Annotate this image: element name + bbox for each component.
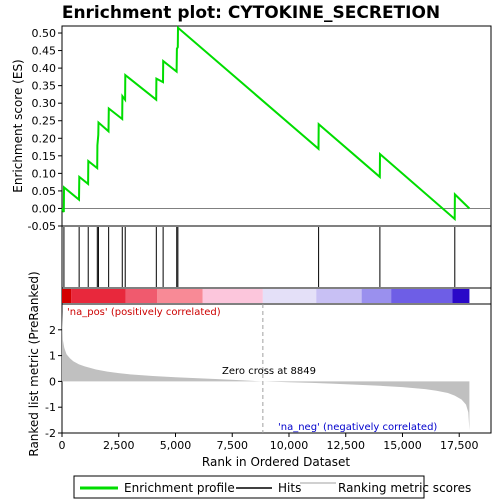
es-y-tick-label: 0.10 bbox=[32, 167, 57, 180]
metric-y-tick-label: 2 bbox=[49, 324, 56, 337]
metric-y-tick-label: -2 bbox=[45, 427, 56, 440]
heat-segment bbox=[316, 289, 362, 303]
es-y-axis-title: Enrichment score (ES) bbox=[11, 59, 25, 192]
heat-segment bbox=[391, 289, 453, 303]
metric-panel-frame bbox=[61, 303, 492, 434]
legend-enrichment-label: Enrichment profile bbox=[124, 481, 235, 495]
legend-box bbox=[73, 475, 425, 499]
heat-band bbox=[61, 287, 492, 305]
legend-hits-label: Hits bbox=[278, 481, 301, 495]
heat-segment bbox=[262, 289, 317, 303]
metric-panel: -2 -1 0 1 2 'na_pos' (positively correlated)… bbox=[45, 303, 492, 440]
enrichment-profile-line bbox=[61, 25, 471, 222]
es-y-tick-label: -0.05 bbox=[28, 220, 56, 233]
legend-metric-label: Ranking metric scores bbox=[338, 481, 471, 495]
metric-y-tick-label: 0 bbox=[49, 375, 56, 388]
chart-title: Enrichment plot: CYTOKINE_SECRETION bbox=[62, 3, 440, 23]
x-axis: 0 2,500 5,000 7,500 10,000 12,500 15,000 17,500 bbox=[59, 433, 479, 452]
es-y-tick-label: 0.40 bbox=[32, 62, 57, 75]
heat-segment bbox=[452, 289, 470, 303]
legend: Enrichment profile Hits Ranking metric s… bbox=[73, 475, 471, 499]
neg-correlated-label: 'na_neg' (negatively correlated) bbox=[278, 422, 437, 433]
x-tick-label: 5,000 bbox=[160, 439, 192, 452]
metric-y-tick-label: 1 bbox=[49, 350, 56, 363]
es-y-tick-label: 0.20 bbox=[32, 132, 57, 145]
heat-segment bbox=[202, 289, 263, 303]
es-y-tick-label: 0.45 bbox=[32, 45, 57, 58]
es-panel: -0.05 0.00 0.05 0.10 0.15 0.20 0.25 0.30 0.35 0.4… bbox=[28, 25, 492, 233]
zero-cross-label: Zero cross at 8849 bbox=[222, 366, 316, 377]
es-y-tick-label: 0.00 bbox=[32, 202, 57, 215]
es-y-tick-label: 0.15 bbox=[32, 150, 57, 163]
x-tick-label: 7,500 bbox=[216, 439, 248, 452]
x-tick-label: 0 bbox=[59, 439, 66, 452]
hits-panel bbox=[61, 225, 492, 289]
x-tick-label: 10,000 bbox=[270, 439, 309, 452]
x-tick-label: 15,000 bbox=[383, 439, 422, 452]
heat-segment bbox=[361, 289, 392, 303]
heat-segment bbox=[71, 289, 126, 303]
x-tick-label: 2,500 bbox=[103, 439, 135, 452]
hit-marks bbox=[63, 227, 456, 287]
heat-segment bbox=[157, 289, 203, 303]
x-tick-label: 12,500 bbox=[326, 439, 365, 452]
pos-correlated-label: 'na_pos' (positively correlated) bbox=[67, 307, 221, 318]
es-y-tick-label: 0.35 bbox=[32, 80, 57, 93]
heat-segment bbox=[62, 289, 72, 303]
metric-y-axis: -2 -1 0 1 2 bbox=[45, 324, 62, 440]
metric-y-tick-label: -1 bbox=[45, 401, 56, 414]
metric-y-axis-title: Ranked list metric (PreRanked) bbox=[27, 271, 41, 456]
hits-panel-frame bbox=[61, 225, 492, 289]
es-y-tick-label: 0.05 bbox=[32, 185, 57, 198]
x-tick-label: 17,500 bbox=[440, 439, 479, 452]
es-panel-frame bbox=[61, 25, 492, 227]
heat-segment bbox=[125, 289, 158, 303]
es-y-axis: -0.05 0.00 0.05 0.10 0.15 0.20 0.25 0.30 0.35 0.4… bbox=[28, 27, 62, 233]
es-y-tick-label: 0.50 bbox=[32, 27, 57, 40]
x-axis-title: Rank in Ordered Dataset bbox=[202, 455, 350, 469]
es-y-tick-label: 0.30 bbox=[32, 97, 57, 110]
heat-segments bbox=[62, 289, 470, 303]
es-y-tick-label: 0.25 bbox=[32, 115, 57, 128]
